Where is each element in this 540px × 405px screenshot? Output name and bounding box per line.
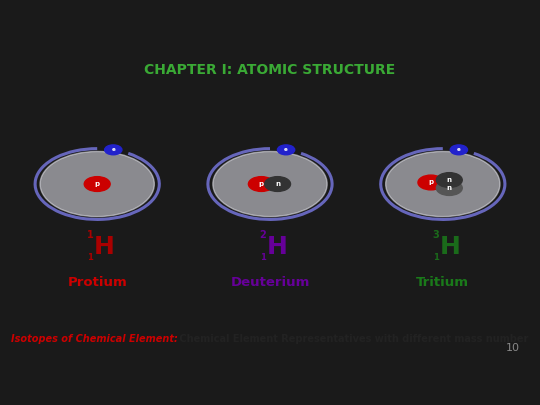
Text: 1: 1	[87, 230, 93, 241]
Circle shape	[248, 177, 274, 192]
Text: e: e	[284, 147, 288, 152]
Circle shape	[418, 175, 444, 190]
Text: n: n	[275, 181, 280, 187]
Circle shape	[265, 177, 291, 192]
Text: H: H	[267, 235, 287, 259]
Text: Tritium: Tritium	[416, 276, 469, 289]
Circle shape	[278, 145, 295, 155]
Text: H: H	[440, 235, 460, 259]
Text: Protium: Protium	[68, 276, 127, 289]
Circle shape	[436, 181, 462, 196]
Text: 3: 3	[433, 230, 439, 241]
Circle shape	[213, 151, 327, 217]
Circle shape	[84, 177, 110, 192]
Circle shape	[105, 145, 122, 155]
Text: CHAPTER I: ATOMIC STRUCTURE: CHAPTER I: ATOMIC STRUCTURE	[144, 63, 396, 77]
Text: 10: 10	[506, 343, 520, 353]
Text: e: e	[111, 147, 115, 152]
Circle shape	[386, 151, 500, 217]
Text: p: p	[428, 179, 434, 185]
Text: 1: 1	[87, 253, 93, 262]
Text: 1: 1	[260, 253, 266, 262]
Text: Isotopes of Chemical Element:: Isotopes of Chemical Element:	[11, 335, 178, 345]
Text: n: n	[447, 177, 452, 183]
Text: p: p	[259, 181, 264, 187]
Text: n: n	[447, 185, 452, 191]
Text: 1: 1	[433, 253, 438, 262]
Text: H: H	[94, 235, 114, 259]
Text: 2: 2	[260, 230, 266, 241]
Circle shape	[450, 145, 468, 155]
Text: Deuterium: Deuterium	[231, 276, 309, 289]
Text: p: p	[94, 181, 100, 187]
Text: Chemical Element Representatives with different mass number: Chemical Element Representatives with di…	[176, 335, 528, 345]
Circle shape	[40, 151, 154, 217]
Text: e: e	[457, 147, 461, 152]
Circle shape	[436, 173, 462, 188]
